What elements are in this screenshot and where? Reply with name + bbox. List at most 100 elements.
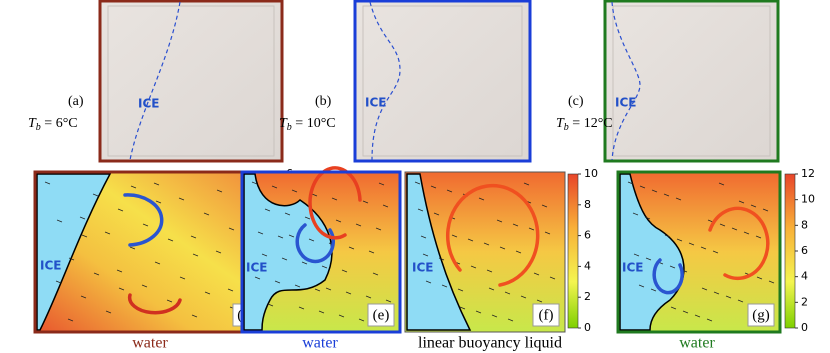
photo-inner [362,5,523,157]
velocity-arrow [338,314,345,318]
velocity-arrow [762,208,769,212]
colorbar-tick-label: 6 [801,244,808,257]
velocity-arrow [81,234,88,238]
velocity-arrow [504,291,511,295]
velocity-arrow [365,295,372,299]
velocity-arrow [669,265,676,269]
velocity-arrow [281,257,288,261]
velocity-arrow [179,276,186,280]
velocity-arrow [192,253,199,257]
velocity-arrow [750,204,757,208]
velocity-arrow [507,318,514,322]
velocity-arrow [499,246,506,250]
velocity-arrow [311,193,318,197]
velocity-arrow [257,231,264,235]
panel-label: (e) [373,307,390,323]
ice-region [406,173,472,331]
velocity-arrow [536,299,543,303]
velocity-arrow [515,250,522,254]
velocity-arrow [304,216,311,220]
velocity-arrow [425,280,432,284]
temperature-label: Tb = 10°C [279,116,336,133]
circulation-arrow [127,293,182,315]
velocity-arrow [719,223,726,227]
velocity-arrow [79,216,86,220]
velocity-arrow [104,231,111,235]
velocity-arrow [645,257,652,261]
circulation-arrow [123,193,164,247]
velocity-arrow [325,287,332,291]
velocity-arrow [308,238,315,242]
velocity-arrow [725,295,732,299]
velocity-arrow [274,280,281,284]
velocity-arrow [129,246,136,250]
photo-frame [98,0,284,163]
temperature-symbol: T [279,116,288,131]
velocity-arrow [639,185,646,189]
velocity-arrow [467,238,474,242]
velocity-arrow [190,235,197,239]
velocity-arrow [378,182,385,186]
caption: linear buoyancy liquid [418,335,562,352]
velocity-arrow [549,276,556,280]
velocity-arrow [155,200,162,204]
velocity-arrow [483,242,490,246]
velocity-arrow [633,253,640,257]
ice-label: ICE [412,261,433,275]
velocity-arrow [446,189,453,193]
velocity-arrow [632,212,639,216]
ice-front [369,1,401,161]
velocity-arrow [284,212,291,216]
temperature-value: = 10°C [292,116,336,131]
velocity-arrow [420,235,427,239]
velocity-arrow [457,288,464,292]
velocity-arrow [318,310,325,314]
velocity-arrow [441,284,448,288]
velocity-arrow [528,227,535,231]
velocity-arrow [55,280,62,284]
colorbar-tick-label: 10 [801,193,815,206]
velocity-arrow [116,269,123,273]
colorbar-tick-label: 0 [584,321,591,334]
circulation-arrow [708,206,770,281]
velocity-arrow [544,231,551,235]
velocity-arrow [382,204,389,208]
velocity-arrow [355,223,362,227]
velocity-arrow [215,250,222,254]
velocity-arrow [117,208,124,212]
temperature-value: = 12°C [569,116,613,131]
velocity-arrow [731,227,738,231]
velocity-arrow [700,246,707,250]
velocity-arrow [288,234,295,238]
velocity-arrow [335,219,342,223]
velocity-arrow [227,288,234,292]
velocity-arrow [154,261,161,265]
velocity-arrow [141,284,148,288]
velocity-arrow [478,197,485,201]
velocity-arrow [142,223,149,227]
velocity-arrow [368,250,375,254]
colorbar [567,173,579,329]
velocity-arrow [277,235,284,239]
ice-region [36,173,112,331]
velocity-arrow [670,306,677,310]
velocity-arrow [372,272,379,276]
temperature-subscript: b [564,122,569,133]
velocity-arrow [93,272,100,276]
velocity-arrow [298,306,305,310]
velocity-arrow [56,219,63,223]
photo-inner [107,5,275,157]
colorbar-tick-label: 4 [801,270,808,283]
panel-label: (b) [315,94,332,109]
panel-label-box [532,303,560,327]
velocity-arrow [166,299,173,303]
temperature-label: Tb = 6°C [28,116,78,133]
velocity-arrow [491,314,498,318]
panel-label: (a) [68,94,84,109]
velocity-arrow [663,193,670,197]
velocity-arrow [459,306,466,310]
velocity-arrow [644,216,651,220]
velocity-arrow [204,291,211,295]
velocity-arrow [228,227,235,231]
